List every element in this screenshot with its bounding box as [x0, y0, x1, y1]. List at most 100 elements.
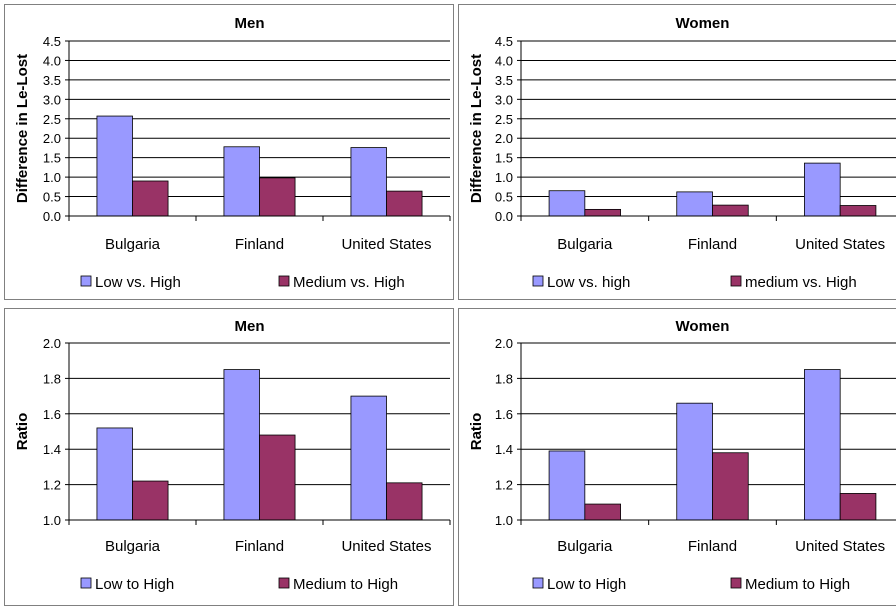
legend-swatch-series2	[731, 578, 741, 588]
legend-label-series1: Low to High	[547, 576, 626, 593]
bar-series1	[351, 148, 387, 216]
chart-panel-women-difference: Women Difference in Le-Lost 0.0 0.5 1.0 1.5 2.…	[458, 4, 896, 300]
bar-series2	[585, 504, 621, 520]
y-tick-label: 3.0	[495, 92, 513, 107]
y-tick-label: 0.5	[43, 190, 61, 205]
legend-swatch-series2	[279, 578, 289, 588]
bar-series1	[97, 116, 133, 216]
bar-series2	[840, 493, 876, 520]
y-axis-label: Difference in Le-Lost	[468, 54, 485, 203]
legend-label-series1: Low vs. High	[95, 274, 181, 291]
y-axis-label: Ratio	[468, 413, 485, 451]
chart-title: Women	[676, 318, 730, 335]
y-tick-label: 0.0	[495, 209, 513, 224]
legend-label-series1: Low vs. high	[547, 274, 630, 291]
bar-series2	[133, 481, 169, 520]
legend-swatch-series1	[533, 276, 543, 286]
y-tick-label: 1.6	[495, 407, 513, 422]
bar-series2	[840, 206, 876, 217]
y-tick-label: 1.0	[43, 513, 61, 528]
bar-series1	[804, 163, 840, 216]
chart-panel-men-difference: Men Difference in Le-Lost 0.0 0.5 1.0 1.5 2.0 2…	[4, 4, 454, 300]
category-label: Bulgaria	[557, 538, 613, 555]
category-label: Bulgaria	[557, 236, 613, 253]
y-tick-label: 2.0	[495, 131, 513, 146]
y-tick-label: 3.5	[43, 73, 61, 88]
legend-swatch-series1	[81, 578, 91, 588]
chart-title: Men	[235, 318, 265, 335]
y-tick-label: 1.2	[495, 478, 513, 493]
y-tick-label: 1.0	[495, 513, 513, 528]
bar-series1	[677, 192, 713, 216]
y-tick-label: 3.0	[43, 92, 61, 107]
bar-series1	[549, 191, 585, 216]
legend-swatch-series2	[279, 276, 289, 286]
y-tick-label: 4.0	[43, 53, 61, 68]
chart-panel-women-ratio: Women Ratio 1.0 1.2 1.4 1.6 1.8 2.0 Bulgaria Finl…	[458, 308, 896, 606]
bar-series2	[387, 483, 423, 520]
chart-title: Men	[235, 15, 265, 32]
y-tick-label: 2.5	[495, 112, 513, 127]
y-tick-label: 0.0	[43, 209, 61, 224]
y-tick-label: 1.0	[43, 170, 61, 185]
y-tick-label: 2.0	[495, 336, 513, 351]
bar-series1	[549, 451, 585, 520]
category-label: Finland	[235, 538, 284, 555]
legend-swatch-series1	[81, 276, 91, 286]
chart-panel-men-ratio: Men Ratio 1.0 1.2 1.4 1.6 1.8 2.0 Bulgaria Finlan…	[4, 308, 454, 606]
legend-label-series2: Medium to High	[745, 576, 850, 593]
category-label: United States	[341, 236, 431, 253]
y-axis-label: Ratio	[14, 413, 31, 451]
y-tick-label: 4.5	[495, 34, 513, 49]
bar-series2	[713, 453, 749, 520]
y-tick-label: 1.5	[495, 151, 513, 166]
chart-svg: Men Ratio 1.0 1.2 1.4 1.6 1.8 2.0 Bulgaria Finlan…	[5, 309, 454, 606]
category-label: United States	[795, 236, 885, 253]
category-label: United States	[795, 538, 885, 555]
y-tick-label: 1.5	[43, 151, 61, 166]
chart-svg: Men Difference in Le-Lost 0.0 0.5 1.0 1.5 2.0 2…	[5, 5, 454, 300]
category-label: Finland	[688, 538, 737, 555]
bar-series2	[260, 178, 296, 216]
category-label: United States	[341, 538, 431, 555]
chart-title: Women	[676, 15, 730, 32]
bar-series2	[585, 209, 621, 216]
bar-series1	[804, 370, 840, 520]
bar-series1	[97, 428, 133, 520]
chart-svg: Women Ratio 1.0 1.2 1.4 1.6 1.8 2.0 Bulgaria Finl…	[459, 309, 896, 606]
y-tick-label: 2.0	[43, 336, 61, 351]
y-tick-label: 0.5	[495, 190, 513, 205]
category-label: Bulgaria	[105, 538, 161, 555]
y-tick-label: 2.5	[43, 112, 61, 127]
y-tick-label: 3.5	[495, 73, 513, 88]
legend-label-series2: Medium to High	[293, 576, 398, 593]
bar-series2	[133, 181, 169, 216]
y-tick-label: 1.4	[43, 442, 61, 457]
y-tick-label: 1.8	[43, 371, 61, 386]
legend-label-series2: Medium vs. High	[293, 274, 405, 291]
y-tick-label: 1.2	[43, 478, 61, 493]
y-tick-label: 1.4	[495, 442, 513, 457]
legend-swatch-series1	[533, 578, 543, 588]
category-label: Bulgaria	[105, 236, 161, 253]
y-tick-label: 4.5	[43, 34, 61, 49]
legend-swatch-series2	[731, 276, 741, 286]
bar-series1	[677, 403, 713, 520]
y-tick-label: 1.0	[495, 170, 513, 185]
y-axis-label: Difference in Le-Lost	[14, 54, 31, 203]
bar-series2	[260, 435, 296, 520]
bar-series1	[224, 370, 260, 520]
bar-series1	[351, 396, 387, 520]
y-tick-label: 4.0	[495, 53, 513, 68]
y-tick-label: 1.6	[43, 407, 61, 422]
chart-svg: Women Difference in Le-Lost 0.0 0.5 1.0 1.5 2.…	[459, 5, 896, 300]
bar-series2	[713, 205, 749, 216]
bar-series1	[224, 147, 260, 216]
bar-series2	[387, 191, 423, 216]
legend-label-series1: Low to High	[95, 576, 174, 593]
legend-label-series2: medium vs. High	[745, 274, 857, 291]
y-tick-label: 2.0	[43, 131, 61, 146]
y-tick-label: 1.8	[495, 371, 513, 386]
category-label: Finland	[235, 236, 284, 253]
category-label: Finland	[688, 236, 737, 253]
